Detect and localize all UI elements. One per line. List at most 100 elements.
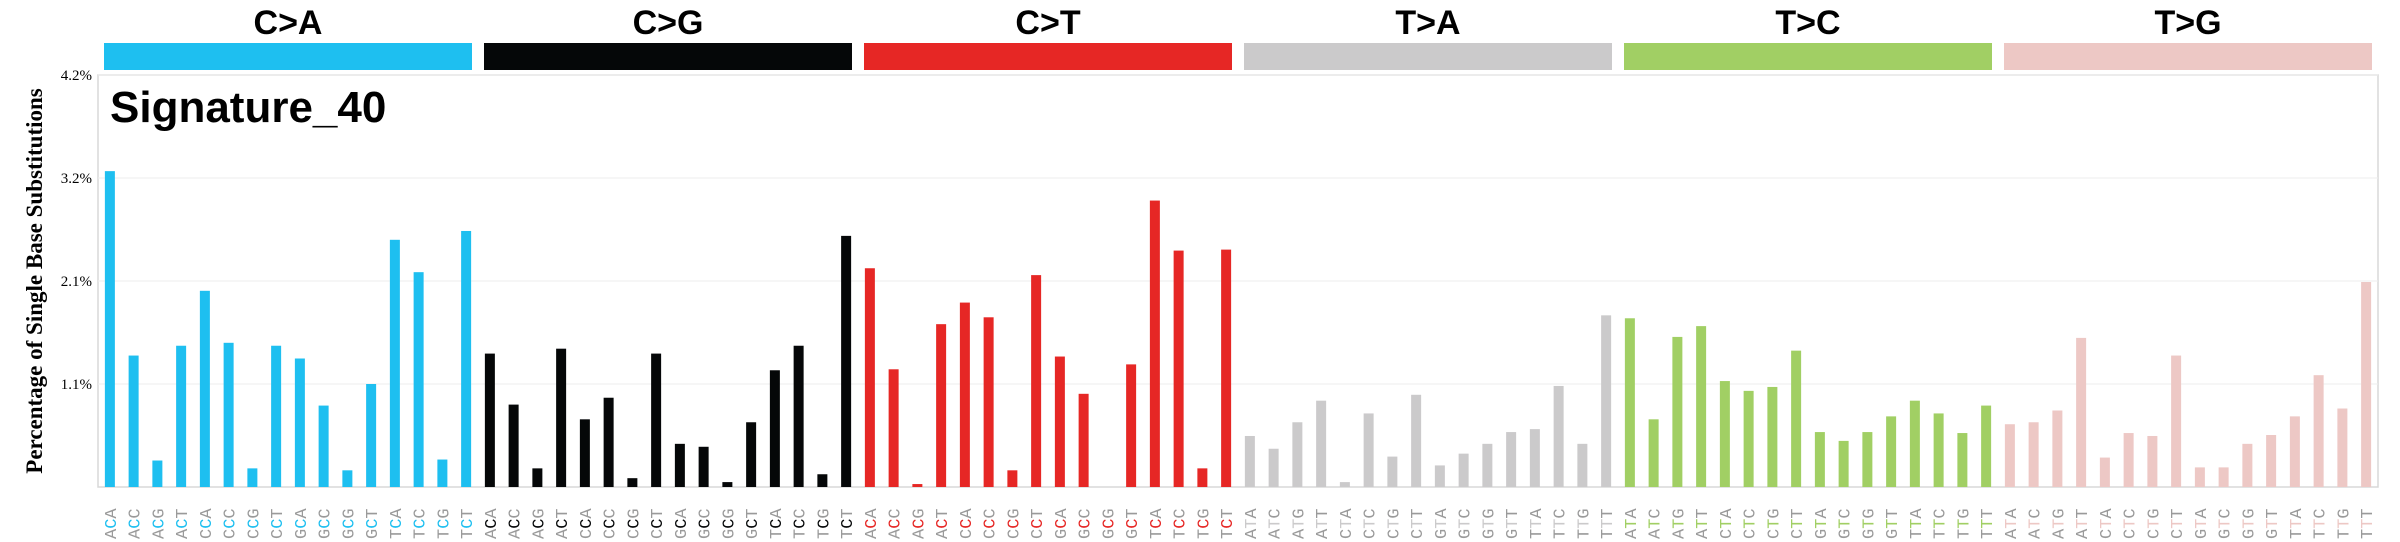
bar — [271, 345, 282, 487]
x-tick-letter: C — [127, 519, 146, 529]
x-tick-letter: T — [1528, 529, 1547, 539]
x-tick-label: ATT — [1314, 508, 1333, 539]
x-tick-label: GTG — [1860, 508, 1879, 539]
x-tick-letter: A — [103, 528, 122, 539]
bar — [1482, 443, 1493, 487]
x-tick-letter: C — [1932, 508, 1951, 518]
x-tick-letter: T — [435, 529, 454, 539]
bar — [532, 468, 543, 487]
bar — [1767, 386, 1778, 487]
x-tick-letter: G — [1433, 529, 1452, 539]
x-tick-label: TCA — [1148, 508, 1167, 539]
group-band — [864, 43, 1232, 70]
x-tick-letter: G — [150, 508, 169, 518]
group-label: C>G — [633, 4, 704, 42]
bar — [1719, 381, 1730, 487]
x-tick-letter: C — [1765, 529, 1784, 539]
x-tick-label: TTA — [1908, 508, 1927, 539]
x-tick-letter: G — [1480, 529, 1499, 539]
x-tick-letter: G — [1100, 508, 1119, 518]
x-tick-letter: G — [2335, 508, 2354, 518]
x-tick-letter: T — [2359, 529, 2378, 539]
x-tick-letter: A — [554, 528, 573, 539]
x-tick-label: CTA — [2098, 508, 2117, 539]
x-tick-letter: C — [364, 519, 383, 529]
x-tick-letter: C — [1005, 529, 1024, 539]
x-tick-letter: A — [1623, 508, 1642, 519]
x-tick-letter: C — [2122, 529, 2141, 539]
x-tick-letter: T — [1789, 519, 1808, 529]
x-tick-letter: A — [127, 528, 146, 539]
bar — [1601, 315, 1612, 487]
bar — [318, 405, 329, 487]
x-tick-letter: A — [2074, 528, 2093, 539]
x-tick-letter: G — [1575, 508, 1594, 518]
bar — [1862, 432, 1873, 487]
x-tick-label: CCC — [602, 508, 621, 539]
x-tick-letter: G — [340, 508, 359, 518]
x-tick-letter: C — [1077, 519, 1096, 529]
bar — [556, 348, 567, 487]
x-tick-letter: G — [2050, 508, 2069, 518]
x-tick-letter: T — [1932, 519, 1951, 529]
x-tick-letter: T — [2288, 519, 2307, 529]
bar — [698, 446, 709, 487]
x-tick-letter: G — [910, 508, 929, 518]
x-tick-letter: T — [1219, 529, 1238, 539]
x-tick-letter: T — [1599, 508, 1618, 518]
x-tick-letter: C — [982, 529, 1001, 539]
x-tick-label: GCT — [364, 508, 383, 539]
x-tick-letter: T — [2098, 519, 2117, 529]
x-tick-letter: A — [1433, 508, 1452, 519]
x-tick-letter: T — [2193, 519, 2212, 529]
x-tick-label: ACG — [150, 508, 169, 539]
x-tick-letter: C — [2169, 529, 2188, 539]
x-tick-letter: C — [293, 519, 312, 529]
bar — [2171, 355, 2182, 487]
x-tick-label: TTG — [1955, 508, 1974, 539]
x-tick-letter: T — [1908, 529, 1927, 539]
x-tick-label: CCA — [198, 508, 217, 539]
x-tick-letter: C — [435, 519, 454, 529]
x-tick-letter: C — [792, 519, 811, 529]
x-tick-label: TTT — [2359, 508, 2378, 539]
x-tick-letter: T — [1932, 529, 1951, 539]
x-tick-letter: T — [768, 529, 787, 539]
x-tick-label: TCA — [768, 508, 787, 539]
x-tick-letter: C — [507, 508, 526, 518]
x-tick-letter: C — [1742, 529, 1761, 539]
x-tick-letter: T — [1338, 519, 1357, 529]
x-tick-letter: T — [1979, 508, 1998, 518]
x-tick-letter: T — [1765, 519, 1784, 529]
x-tick-letter: C — [1005, 519, 1024, 529]
x-tick-letter: T — [2264, 508, 2283, 518]
x-tick-letter: T — [2145, 519, 2164, 529]
x-tick-letter: C — [2145, 529, 2164, 539]
y-tick-label: 3.2% — [61, 171, 92, 187]
x-tick-letter: C — [1029, 529, 1048, 539]
x-tick-label: GCG — [340, 508, 359, 539]
x-tick-letter: C — [1742, 508, 1761, 518]
bar — [1221, 249, 1232, 487]
x-tick-letter: T — [1195, 529, 1214, 539]
x-tick-letter: T — [1694, 519, 1713, 529]
x-tick-letter: C — [127, 508, 146, 518]
x-tick-label: ACA — [483, 508, 502, 539]
x-tick-letter: A — [2193, 508, 2212, 519]
x-tick-letter: T — [792, 529, 811, 539]
group-band — [484, 43, 852, 70]
x-tick-letter: T — [1504, 508, 1523, 518]
x-tick-letter: G — [815, 508, 834, 518]
bar — [1553, 385, 1564, 487]
x-tick-letter: C — [1172, 508, 1191, 518]
x-tick-letter: A — [103, 508, 122, 519]
x-tick-letter: T — [1979, 519, 1998, 529]
bar — [2123, 433, 2134, 487]
x-tick-letter: C — [697, 508, 716, 518]
x-tick-label: ACG — [530, 508, 549, 539]
x-tick-letter: C — [1362, 508, 1381, 518]
bar — [247, 468, 258, 487]
x-tick-letter: T — [1955, 519, 1974, 529]
bar — [1672, 336, 1683, 487]
x-tick-letter: A — [887, 528, 906, 539]
